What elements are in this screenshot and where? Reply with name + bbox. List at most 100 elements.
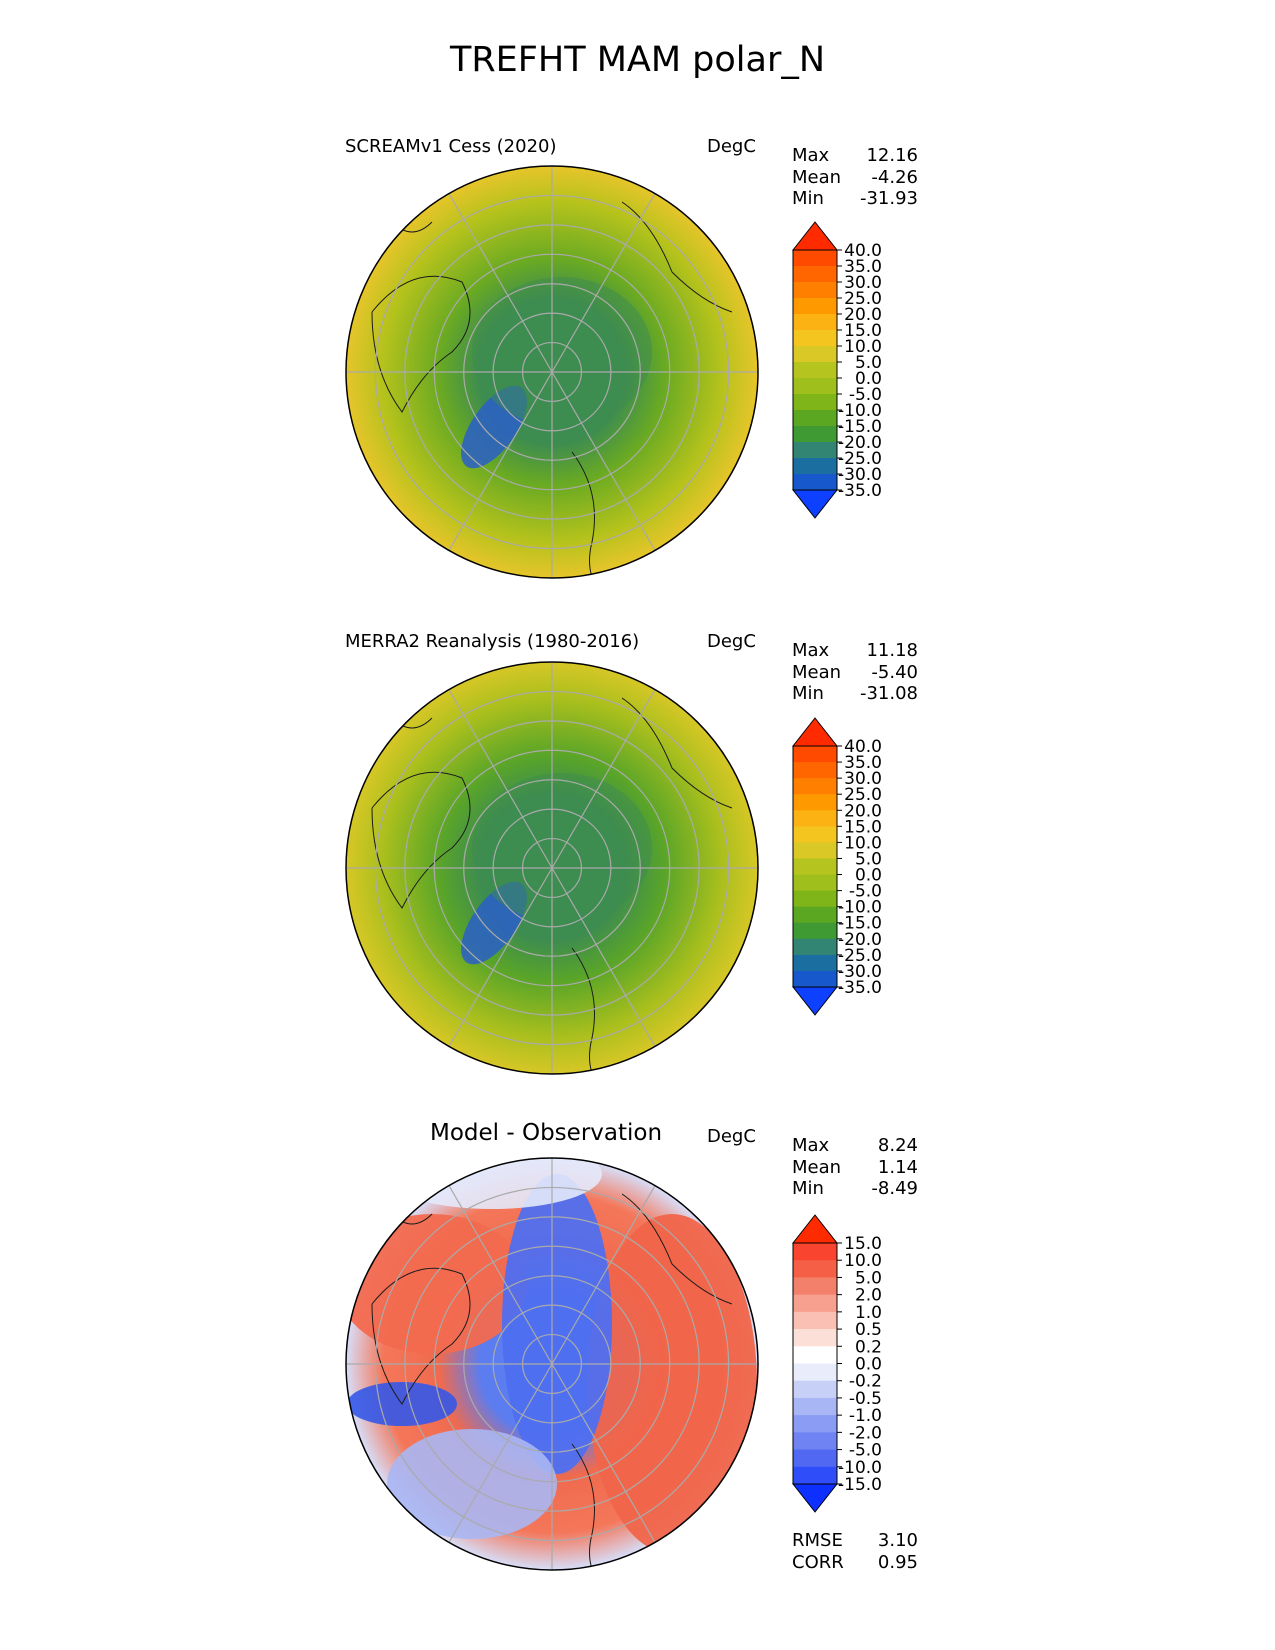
coastline: [571, 451, 613, 578]
cold-anomaly: [387, 1429, 557, 1539]
colorbar-tick-label: 10.0: [844, 337, 882, 357]
colorbar-segment: [793, 1363, 837, 1382]
colorbar-tick-label: -2.0: [849, 1423, 882, 1443]
meridian-gridline: [448, 867, 553, 1047]
colorbar-tick-label: 5.0: [855, 353, 882, 373]
colorbar-segment: [793, 394, 837, 411]
colorbar-extend-max: [791, 1214, 839, 1244]
colorbar-segment: [793, 266, 837, 283]
meridian-gridline: [448, 1363, 553, 1543]
meridian-gridline: [551, 689, 656, 869]
colorbar-segment: [793, 890, 837, 908]
colorbar-1: 40.035.030.025.020.015.010.05.00.0-5.0-1…: [791, 221, 882, 519]
warm-anomaly: [346, 1214, 527, 1354]
meridian-gridline: [448, 689, 553, 869]
colorbar-segment: [793, 906, 837, 924]
stat-label: Mean: [792, 166, 842, 188]
colorbar-tick-label: 2.0: [855, 1286, 882, 1306]
colorbar-tick-label: -10.0: [838, 1458, 882, 1478]
panel-2: 40.035.030.025.020.015.010.05.00.0-5.0-1…: [345, 661, 882, 1075]
meridian-gridline: [551, 193, 656, 373]
colorbar-tick-label: -25.0: [838, 449, 882, 469]
meridian-gridline: [448, 1185, 553, 1365]
colorbar-frame: [792, 249, 838, 491]
colorbar-tick-label: 15.0: [844, 321, 882, 341]
panel-2-units: DegC: [707, 631, 756, 652]
colorbar-segment: [793, 1449, 837, 1468]
stat-label: Mean: [792, 661, 842, 683]
stat-value: 8.24: [877, 1135, 918, 1156]
rmse-value: 3.10: [877, 1530, 918, 1551]
colorbar-segment: [793, 442, 837, 459]
colorbar-tick-label: 35.0: [844, 257, 882, 277]
colorbar-segment: [793, 1346, 837, 1364]
colorbar-tick-label: 25.0: [844, 785, 882, 805]
colorbar-segment: [793, 954, 837, 972]
panel-3: 15.010.05.02.01.00.50.20.0-0.2-0.5-1.0-2…: [345, 1157, 882, 1571]
map-boundary: [345, 165, 759, 579]
colorbar-tick-label: 0.0: [855, 1355, 882, 1375]
stat-label: Max: [792, 640, 830, 661]
stat-value: -8.49: [871, 1178, 918, 1199]
colorbar-segment: [793, 938, 837, 956]
colorbar-segment: [793, 1415, 837, 1433]
colorbar-tick-label: 0.0: [855, 866, 882, 886]
panel-1-stats: Max 12.16 Mean -4.26 Min -31.93: [792, 145, 918, 210]
colorbar-segment: [793, 1277, 837, 1296]
colorbar-segment: [793, 458, 837, 475]
meridian-gridline: [448, 371, 553, 551]
colorbar-tick-label: 5.0: [855, 1268, 882, 1288]
colorbar-tick-label: -5.0: [849, 1441, 882, 1461]
colorbar-segment: [793, 778, 837, 795]
map-boundary: [345, 661, 759, 1075]
colorbar-extend-max: [791, 717, 839, 747]
colorbar-segment: [793, 762, 837, 779]
coastline: [371, 771, 471, 909]
stat-value: -31.08: [859, 683, 918, 704]
colorbar-segment: [793, 378, 837, 395]
colorbar-tick-label: 0.2: [855, 1337, 882, 1357]
colorbar-tick-label: 10.0: [844, 1251, 882, 1271]
stat-label: Mean: [792, 1156, 842, 1178]
colorbar-segment: [793, 794, 837, 811]
meridian-gridline: [551, 1363, 656, 1543]
colorbar-segment: [793, 1260, 837, 1278]
colorbar-tick-label: 15.0: [844, 1234, 882, 1254]
colorbar-tick-label: 25.0: [844, 289, 882, 309]
colorbar-tick-label: 0.0: [855, 369, 882, 389]
colorbar-tick-label: 0.5: [855, 1320, 882, 1340]
panel-3-title: Model - Observation: [430, 1120, 663, 1146]
warm-anomaly: [587, 1214, 757, 1554]
colorbar-tick-label: -0.2: [849, 1372, 882, 1392]
coastline: [621, 697, 733, 809]
rmse-label: RMSE: [792, 1530, 843, 1551]
colorbar-tick-label: -30.0: [838, 465, 882, 485]
figure-title: TREFHT MAM polar_N: [449, 40, 826, 80]
coastline: [371, 1267, 471, 1405]
colorbar-3: 15.010.05.02.01.00.50.20.0-0.2-0.5-1.0-2…: [791, 1214, 882, 1513]
meridian-gridline: [448, 193, 553, 373]
stat-value: -5.40: [871, 661, 918, 683]
colorbar-segment: [793, 746, 837, 763]
colorbar-segment: [793, 1466, 837, 1485]
colorbar-segment: [793, 314, 837, 331]
colorbar-tick-label: 15.0: [844, 817, 882, 837]
polar-map-1: [346, 166, 758, 578]
panel-1-title: SCREAMv1 Cess (2020): [345, 136, 557, 157]
meridian-gridline: [551, 371, 656, 551]
corr-label: CORR: [792, 1551, 844, 1573]
colorbar-segment: [793, 858, 837, 876]
colorbar-tick-label: -10.0: [838, 898, 882, 918]
colorbar-extend-min: [791, 1483, 839, 1513]
colorbar-tick-label: -0.5: [849, 1389, 882, 1409]
colorbar-tick-label: -25.0: [838, 946, 882, 966]
colorbar-segment: [793, 282, 837, 299]
colorbar-tick-label: 20.0: [844, 305, 882, 325]
colorbar-segment: [793, 250, 837, 267]
colorbar-segment: [793, 1380, 837, 1399]
colorbar-segment: [793, 1294, 837, 1313]
polar-map-2: [346, 662, 758, 1074]
colorbar-tick-label: 5.0: [855, 849, 882, 869]
colorbar-frame: [792, 745, 838, 988]
meridian-gridline: [551, 867, 656, 1047]
